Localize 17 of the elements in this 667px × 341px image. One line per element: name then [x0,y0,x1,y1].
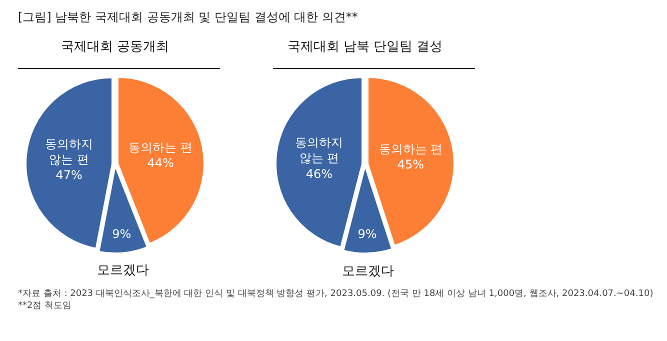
data-label: 9% [112,226,132,241]
slice-label: 동의하지 않는 편 [45,137,94,167]
slice-label: 모르겠다 [342,264,394,279]
text: [그림] 남북한 국제대회 공동개최 및 단일팀 결성에 대한 의견** [18,9,358,26]
slice-label: 동의하는 편 [128,140,192,155]
text: **2점 척도임 [18,300,73,312]
slice-label: 동의하는 편 [378,142,443,156]
chart-title: 국제대회 남북 단일팀 결성 [287,40,443,55]
data-label: 47% [56,168,82,182]
slice-label: 동의하지 않는 편 [295,136,344,166]
data-label: 46% [306,166,333,181]
data-label: 44% [147,156,174,170]
data-label: 45% [397,158,424,172]
text: *자료 출처 : 2023 대북인식조사_북한에 대한 인식 및 대북정책 방향성 평가, 2023.05.09. (전국 만 18세 이상 남녀 1,000명, 웹조사, 2023.04.07.~04.10) [18,288,654,300]
slice-label: 모르겠다 [97,263,149,278]
data-label: 9% [358,227,377,242]
chart-title: 국제대회 공동개최 [60,40,170,55]
